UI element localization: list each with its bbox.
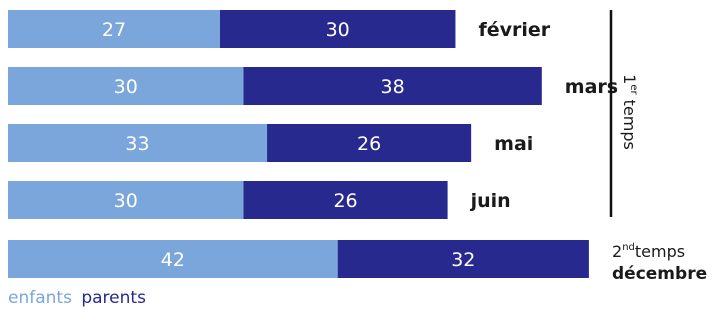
value-label-parents-4: 32 xyxy=(451,249,475,271)
category-label-4: décembre xyxy=(612,264,707,284)
group-second-suffix: temps xyxy=(635,242,685,261)
legend-parents: parents xyxy=(81,288,146,308)
category-label-0: février xyxy=(478,19,550,41)
bar-parents-1 xyxy=(243,67,542,105)
group-label-second: 2ndtemps xyxy=(612,242,685,261)
value-label-enfants-3: 30 xyxy=(114,190,138,212)
bars-layer xyxy=(8,10,589,278)
legend: enfants parents xyxy=(8,288,150,308)
legend-enfants: enfants xyxy=(8,288,72,308)
value-label-parents-0: 30 xyxy=(326,19,350,41)
svg-text:2ndtemps: 2ndtemps xyxy=(612,242,685,261)
value-label-enfants-1: 30 xyxy=(114,76,138,98)
group-second-sup: nd xyxy=(622,242,635,253)
category-label-2: mai xyxy=(494,133,533,155)
value-label-enfants-4: 42 xyxy=(161,249,185,271)
group-first-number: 1 xyxy=(620,74,639,84)
value-label-parents-1: 38 xyxy=(381,76,405,98)
value-label-parents-3: 26 xyxy=(333,190,357,212)
bar-enfants-4 xyxy=(8,240,338,278)
bar-parents-3 xyxy=(243,181,448,219)
bar-parents-4 xyxy=(337,240,589,278)
bar-enfants-3 xyxy=(8,181,244,219)
value-label-enfants-2: 33 xyxy=(125,133,149,155)
category-label-1: mars xyxy=(565,76,618,98)
group-second-number: 2 xyxy=(612,242,622,261)
svg-text:1er temps: 1er temps xyxy=(620,74,639,150)
value-label-parents-2: 26 xyxy=(357,133,381,155)
labels-layer: 27 30 février 30 38 mars 33 26 mai 30 26 juin 42 32 dé… xyxy=(102,19,707,284)
bar-parents-0 xyxy=(219,10,456,48)
bar-enfants-0 xyxy=(8,10,220,48)
bar-enfants-1 xyxy=(8,67,244,105)
bar-parents-2 xyxy=(267,124,472,162)
bar-enfants-2 xyxy=(8,124,268,162)
category-label-3: juin xyxy=(470,190,511,212)
value-label-enfants-0: 27 xyxy=(102,19,126,41)
group-first-suffix: temps xyxy=(620,95,639,150)
group-label-first: 1er temps xyxy=(620,74,639,150)
group-first-sup: er xyxy=(628,84,639,95)
